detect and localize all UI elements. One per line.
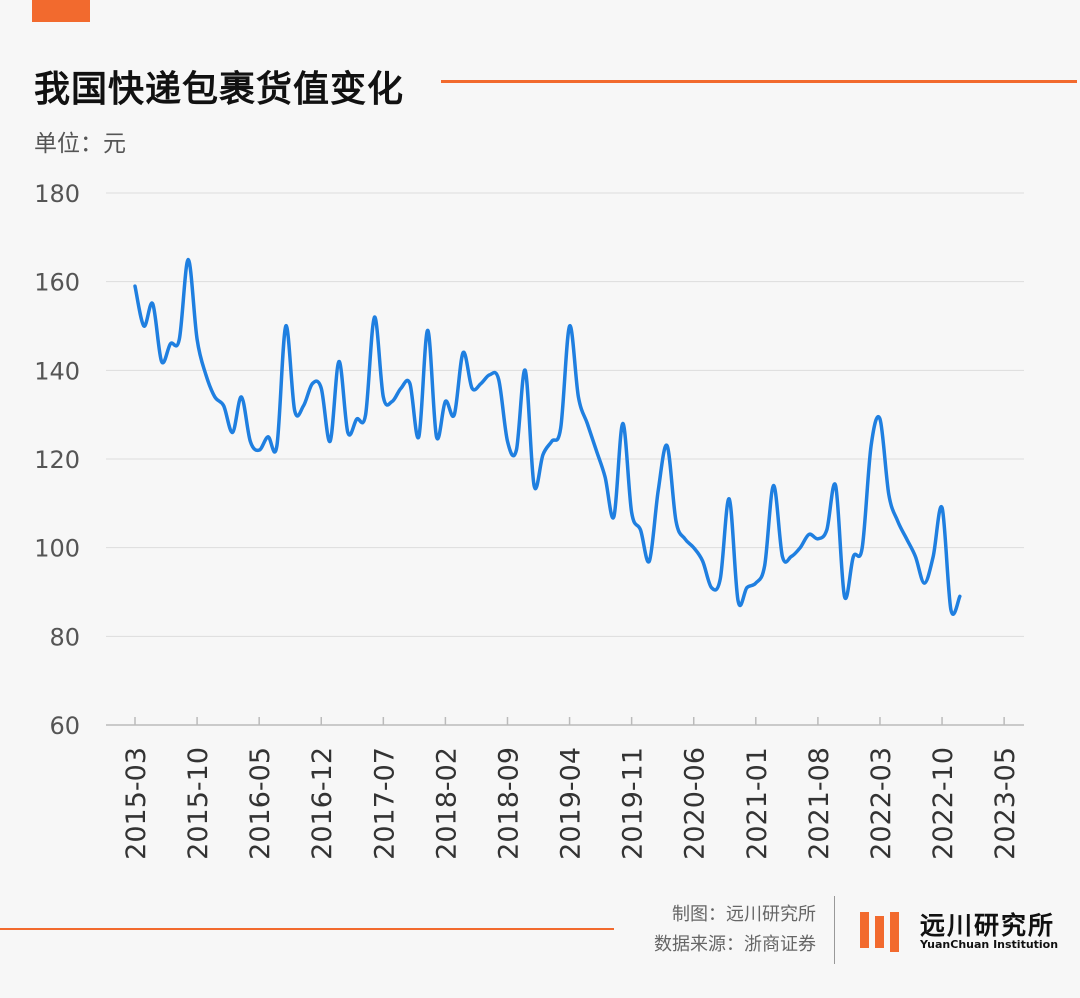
x-tick-label: 2022-03 (866, 747, 897, 860)
unit-label: 单位：元 (34, 131, 126, 157)
logo-mark-icon (860, 912, 899, 952)
y-tick-label: 60 (49, 712, 80, 740)
x-tick-label: 2022-10 (928, 747, 959, 860)
x-axis-ticks: 2015-03 2015-10 2016-05 2016-12 2017-07 2018-… (121, 717, 1021, 860)
x-tick-label: 2019-04 (556, 747, 587, 860)
x-tick-label: 2015-10 (183, 747, 214, 860)
x-tick-label: 2023-05 (990, 747, 1021, 860)
series-group (133, 257, 962, 616)
x-tick-label: 2016-12 (307, 747, 338, 860)
bottom-rule (0, 928, 614, 930)
y-tick-label: 160 (34, 269, 80, 297)
x-tick-label: 2017-07 (369, 747, 400, 860)
x-tick-label: 2019-11 (618, 747, 649, 860)
grid-lines (106, 192, 1024, 637)
logo-subtext: YuanChuan Institution (920, 938, 1059, 951)
credit-text: 制图：远川研究所 (672, 904, 816, 925)
footer-divider (834, 896, 835, 964)
y-tick-label: 100 (34, 535, 80, 563)
source-text: 数据来源：浙商证券 (654, 934, 816, 955)
x-tick-label: 2020-06 (680, 747, 711, 860)
y-tick-label: 180 (34, 180, 80, 208)
y-tick-label: 120 (34, 446, 80, 474)
line-chart: 60 80 100 120 140 160 180 2015-03 2015-10 2016-0… (34, 180, 1024, 860)
series-line (133, 257, 962, 616)
y-tick-label: 80 (49, 623, 80, 651)
brand-logo: 远川研究所 YuanChuan Institution (858, 906, 1068, 956)
x-tick-label: 2015-03 (121, 747, 152, 860)
source-block: 制图：远川研究所 数据来源：浙商证券 (654, 900, 816, 960)
x-tick-label: 2016-05 (245, 747, 276, 860)
x-tick-label: 2021-08 (804, 747, 835, 860)
y-tick-label: 140 (34, 357, 80, 385)
x-tick-label: 2021-01 (742, 747, 773, 860)
x-tick-label: 2018-09 (493, 747, 524, 860)
logo-text: 远川研究所 (920, 911, 1056, 940)
chart-title: 我国快递包裹货值变化 (34, 69, 405, 110)
x-tick-label: 2018-02 (431, 747, 462, 860)
y-axis-ticks: 60 80 100 120 140 160 180 (34, 180, 80, 740)
title-rule (441, 80, 1077, 83)
accent-block (32, 0, 90, 22)
